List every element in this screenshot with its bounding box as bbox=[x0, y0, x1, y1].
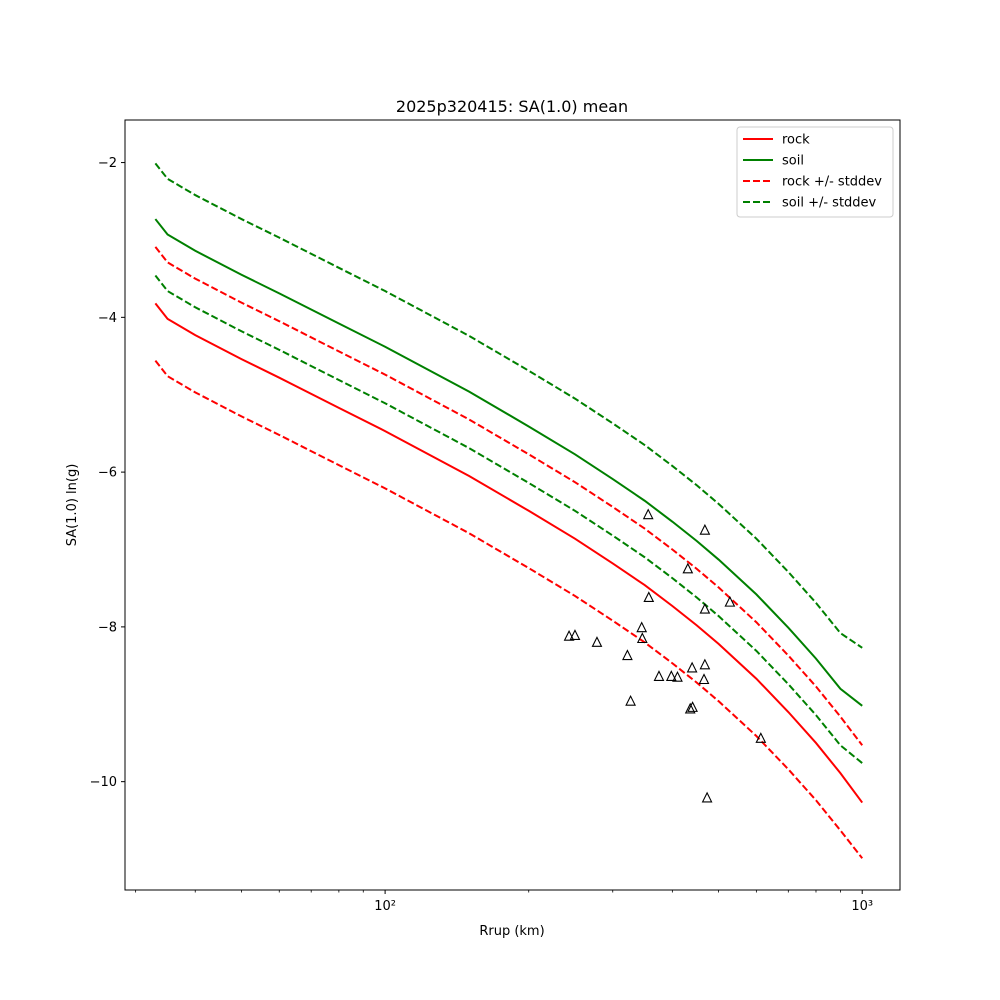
observation-marker bbox=[686, 661, 698, 673]
observation-marker bbox=[622, 649, 633, 661]
observation-marker bbox=[636, 632, 648, 644]
x-axis-label: Rrup (km) bbox=[479, 924, 544, 939]
observation-marker bbox=[665, 670, 677, 681]
observation-marker bbox=[699, 602, 711, 614]
y-tick-label: −6 bbox=[98, 466, 117, 481]
observation-marker bbox=[672, 670, 683, 682]
legend: rock soil rock +/- stddev soil +/- stddev bbox=[736, 126, 894, 218]
y-axis-label: SA(1.0) ln(g) bbox=[65, 464, 80, 547]
observation-marker bbox=[699, 523, 711, 535]
chart-title: 2025p320415: SA(1.0) mean bbox=[396, 97, 628, 116]
series-line-3 bbox=[154, 360, 864, 859]
y-tick-label: −4 bbox=[98, 311, 117, 326]
observation-marker bbox=[563, 629, 575, 641]
observation-marker bbox=[642, 508, 654, 520]
series-line-4 bbox=[154, 162, 863, 649]
observation-marker bbox=[643, 591, 655, 603]
series-line-5 bbox=[154, 274, 863, 764]
legend-label: soil +/- stddev bbox=[782, 196, 877, 211]
x-tick-label: 10³ bbox=[851, 899, 873, 914]
observation-marker bbox=[591, 636, 603, 647]
observation-markers bbox=[563, 508, 767, 803]
legend-label: rock +/- stddev bbox=[782, 175, 882, 190]
observation-marker bbox=[755, 732, 767, 743]
observation-marker bbox=[684, 702, 696, 714]
observation-marker bbox=[636, 621, 648, 633]
y-tick-label: −8 bbox=[98, 620, 117, 635]
legend-label: rock bbox=[782, 133, 810, 148]
series-layer bbox=[154, 162, 864, 859]
observation-marker bbox=[687, 701, 698, 712]
observation-marker bbox=[625, 694, 636, 706]
legend-box bbox=[736, 126, 894, 218]
x-tick-label: 10² bbox=[374, 899, 396, 914]
y-tick-label: −2 bbox=[98, 156, 117, 171]
observation-marker bbox=[653, 670, 665, 681]
observation-marker bbox=[724, 595, 736, 607]
legend-label: soil bbox=[782, 154, 804, 169]
series-line-0 bbox=[154, 302, 864, 804]
observation-marker bbox=[701, 791, 713, 803]
y-tick-label: −10 bbox=[90, 775, 117, 790]
observation-marker bbox=[699, 658, 711, 670]
observation-marker bbox=[698, 673, 710, 685]
plot-area bbox=[125, 120, 900, 890]
plot-frame bbox=[124, 119, 901, 891]
series-line-1 bbox=[154, 218, 863, 707]
observation-marker bbox=[682, 562, 694, 574]
observation-marker bbox=[569, 629, 581, 640]
axes: −10 −8 −6 −4 −2 10² 10³ bbox=[90, 119, 901, 914]
series-line-2 bbox=[154, 246, 864, 746]
